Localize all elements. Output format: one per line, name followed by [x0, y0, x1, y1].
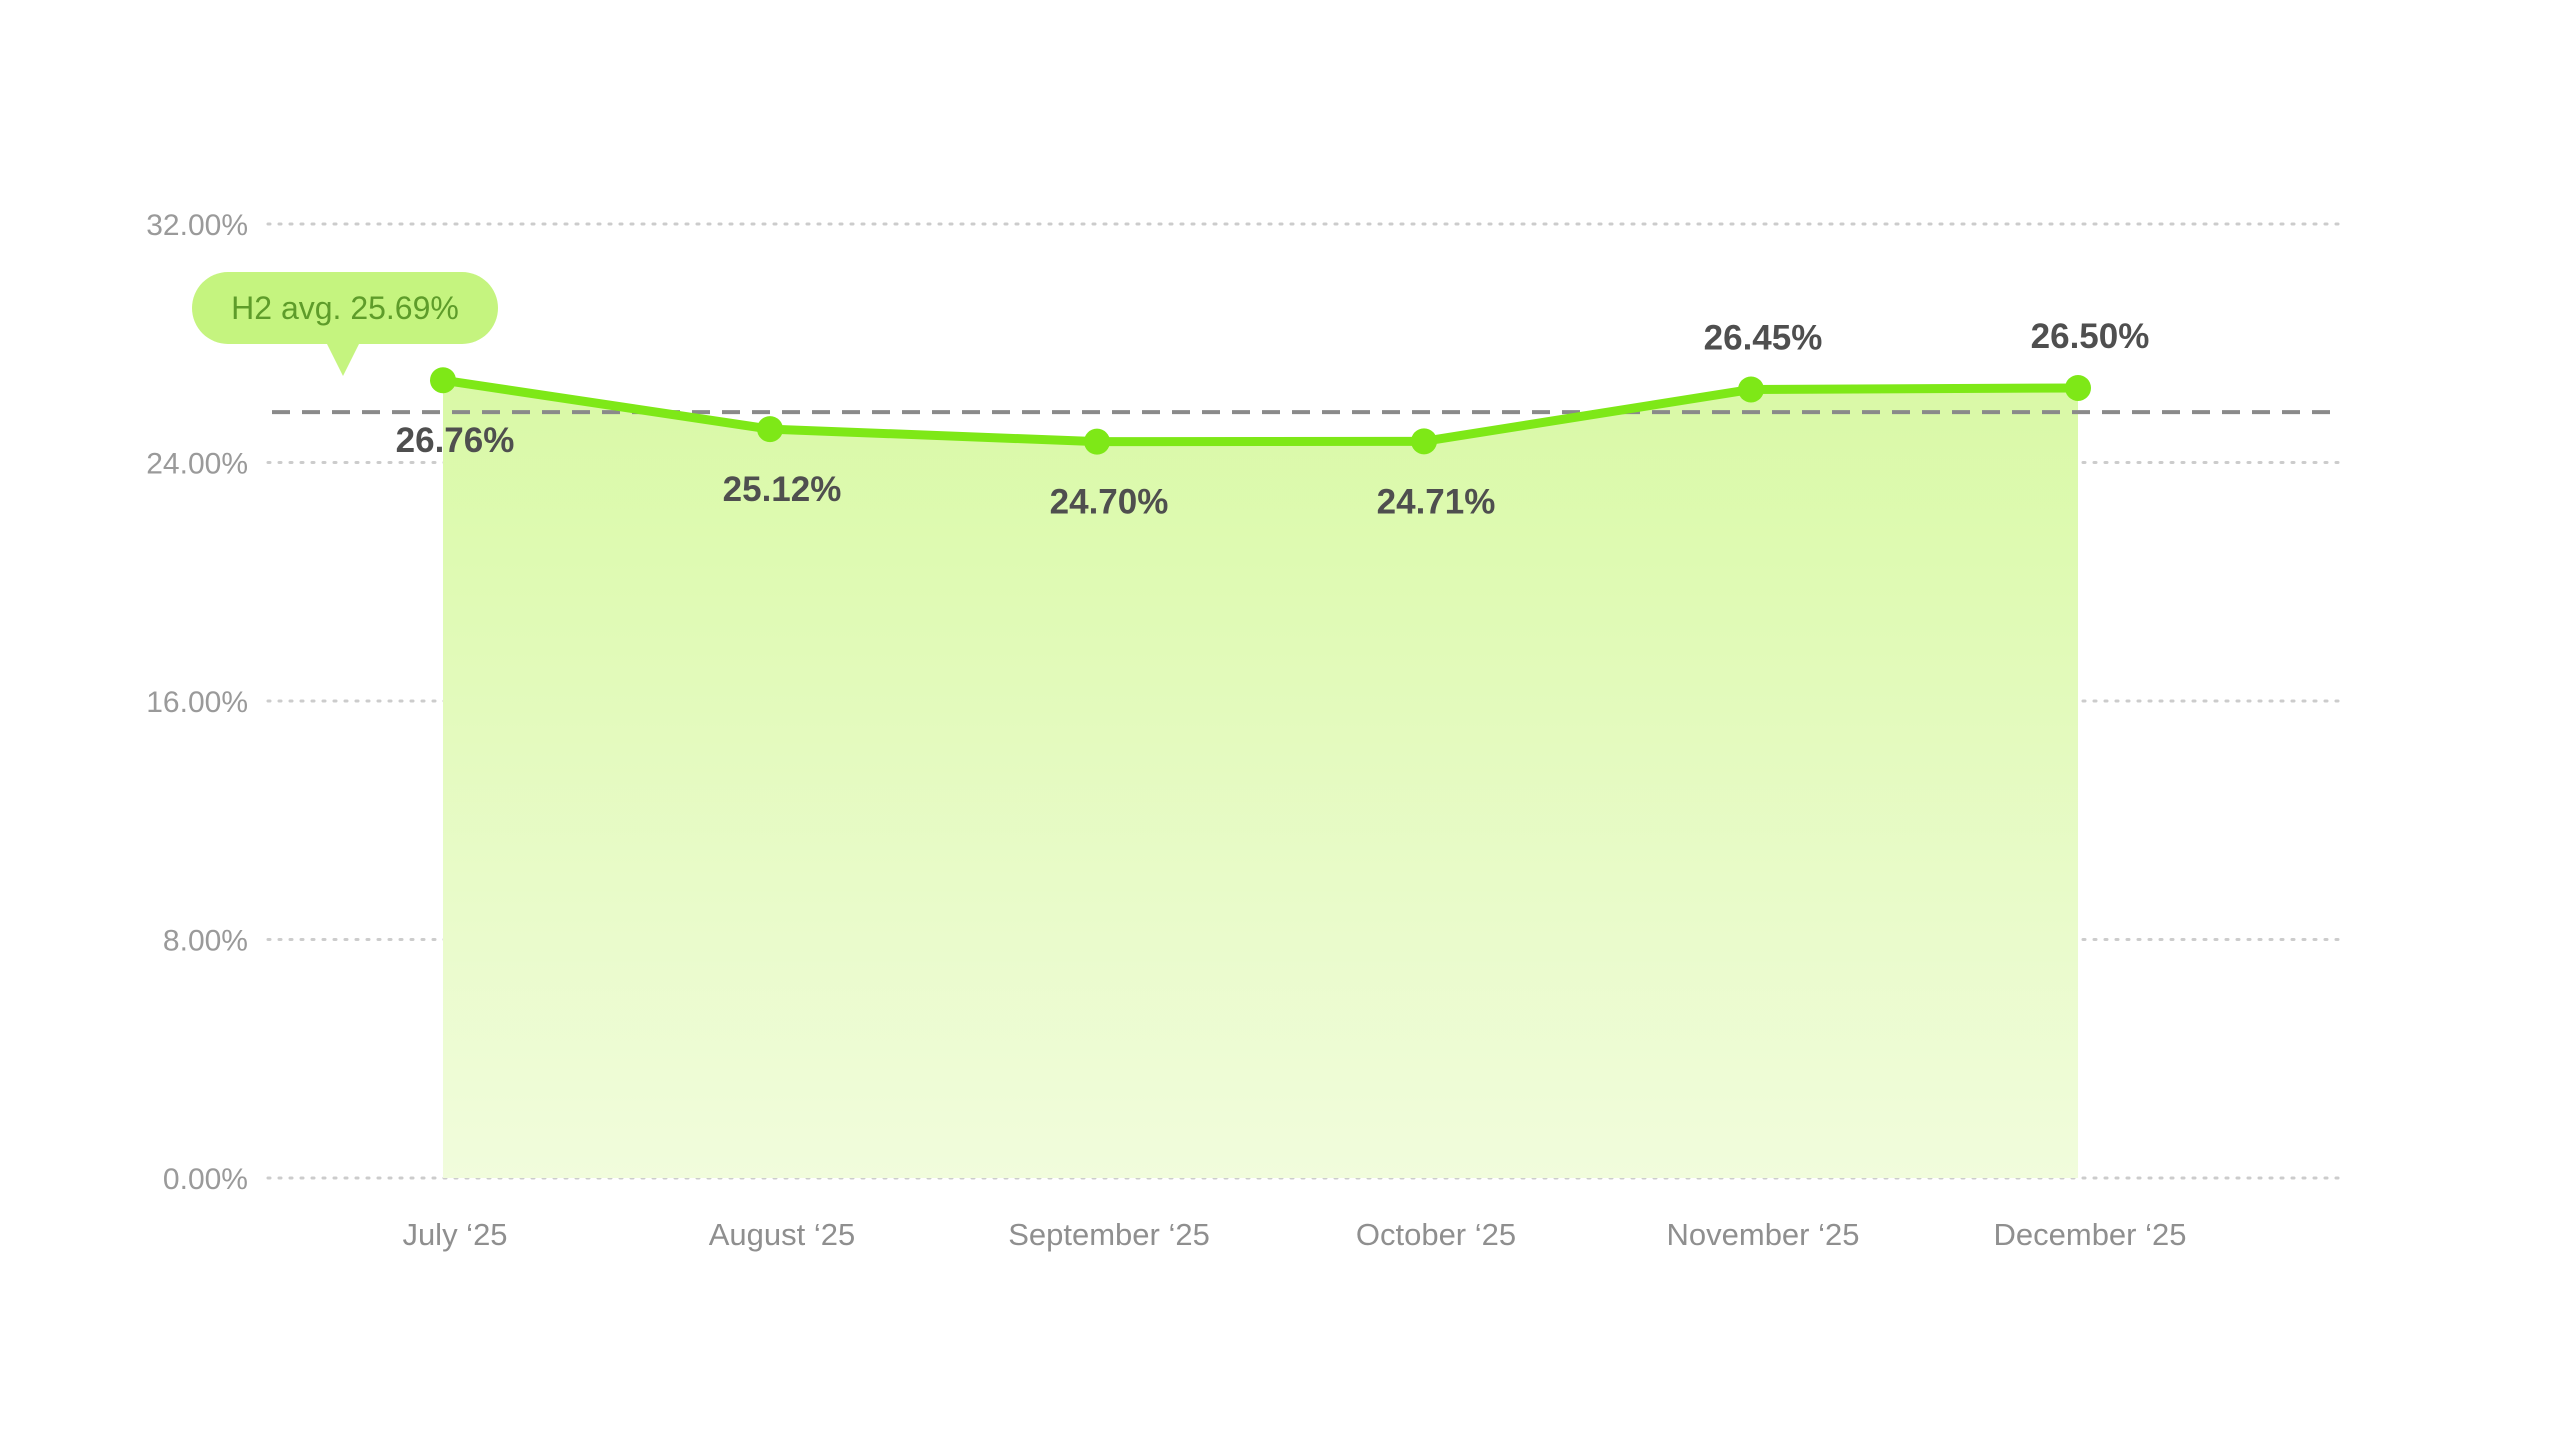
average-badge-bubble — [192, 272, 498, 344]
data-label: 26.45% — [1704, 318, 1823, 357]
area-fill-shape — [443, 380, 2078, 1178]
y-tick-label: 32.00% — [146, 209, 248, 242]
x-tick-label: November ‘25 — [1667, 1217, 1860, 1252]
x-tick-label: September ‘25 — [1008, 1217, 1210, 1252]
data-point — [430, 367, 456, 394]
average-badge: H2 avg. 25.69% — [192, 272, 498, 376]
y-tick-label: 8.00% — [163, 925, 248, 958]
y-axis-ticks: 0.00% 8.00% 16.00% 24.00% 32.00% — [146, 209, 248, 1196]
data-point — [757, 416, 783, 443]
data-point — [1738, 376, 1764, 403]
data-label: 26.76% — [396, 421, 515, 460]
data-label: 26.50% — [2031, 317, 2150, 356]
average-badge-pointer — [326, 342, 360, 376]
data-point — [2065, 374, 2091, 401]
y-tick-label: 16.00% — [146, 686, 248, 719]
data-label: 25.12% — [723, 470, 842, 509]
x-tick-label: October ‘25 — [1356, 1217, 1516, 1252]
data-point — [1411, 428, 1437, 455]
x-tick-label: December ‘25 — [1994, 1217, 2187, 1252]
x-tick-label: July ‘25 — [402, 1217, 507, 1252]
area-fill — [443, 380, 2078, 1178]
data-label: 24.71% — [1377, 482, 1496, 521]
data-labels: 26.76% 25.12% 24.70% 24.71% 26.45% 26.50% — [396, 317, 2150, 522]
average-badge-label: H2 avg. 25.69% — [231, 290, 459, 326]
series-line — [438, 375, 2083, 447]
x-tick-label: August ‘25 — [709, 1217, 856, 1252]
data-point — [1084, 428, 1110, 455]
x-axis-ticks: July ‘25 August ‘25 September ‘25 October ‘… — [402, 1217, 2186, 1252]
data-points — [430, 367, 2091, 455]
series-line-layer — [438, 375, 2083, 447]
y-tick-label: 0.00% — [163, 1163, 248, 1196]
data-label: 24.70% — [1050, 483, 1169, 522]
y-tick-label: 24.00% — [146, 448, 248, 481]
